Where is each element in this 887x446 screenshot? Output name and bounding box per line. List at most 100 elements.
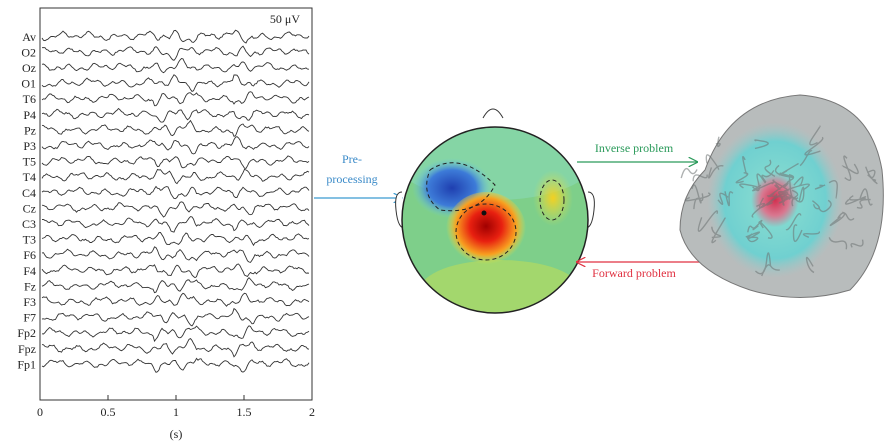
- gyrus: [856, 198, 871, 209]
- channel-label: F7: [23, 311, 36, 325]
- gyrus: [751, 181, 775, 192]
- x-tick-label: 1: [173, 405, 179, 419]
- gyrus: [844, 196, 867, 205]
- eeg-trace: [41, 91, 310, 107]
- eeg-traces: AvO2OzO1T6P4PzP3T5T4C4CzC3T3F6F4FzF3F7Fp…: [17, 29, 310, 373]
- scale-label: 50 μV: [270, 12, 300, 26]
- gyrus: [785, 213, 802, 231]
- gyrus: [747, 225, 759, 233]
- eeg-trace: [41, 338, 310, 358]
- gyrus: [781, 183, 810, 196]
- channel-label: T4: [23, 170, 36, 184]
- gyrus: [754, 252, 772, 275]
- channel-label: T3: [23, 233, 36, 247]
- gyrus: [764, 159, 776, 178]
- gyrus: [705, 154, 720, 171]
- gyrus: [811, 200, 821, 210]
- gyrus: [715, 136, 721, 148]
- eeg-trace: [41, 155, 310, 169]
- channel-label: Av: [22, 30, 36, 44]
- gyrus: [774, 164, 794, 179]
- brain: [679, 94, 884, 298]
- gyrus: [680, 167, 698, 179]
- gyrus: [711, 217, 726, 244]
- x-unit: (s): [170, 427, 183, 441]
- gyrus: [859, 188, 873, 206]
- channel-label: Fp1: [17, 357, 36, 371]
- gyrus: [791, 189, 799, 207]
- x-tick-label: 0.5: [101, 405, 116, 419]
- gyrus: [724, 191, 734, 207]
- eeg-trace: [41, 119, 310, 137]
- channel-label: Oz: [22, 61, 36, 75]
- channel-label: T5: [23, 155, 36, 169]
- gyrus: [776, 193, 790, 200]
- gyrus: [792, 224, 803, 242]
- gyrus: [735, 172, 749, 184]
- eeg-trace: [41, 107, 310, 123]
- gyrus: [752, 173, 767, 192]
- gyrus: [745, 231, 761, 240]
- eeg-trace: [41, 325, 310, 343]
- gyrus: [799, 149, 813, 167]
- gyrus: [802, 231, 821, 238]
- channel-label: F6: [23, 248, 36, 262]
- gyrus: [850, 239, 864, 248]
- gyrus: [841, 163, 859, 175]
- eeg-trace: [41, 263, 310, 279]
- gyrus: [865, 166, 876, 179]
- eeg-trace: [41, 57, 310, 74]
- gyrus: [795, 186, 805, 203]
- eeg-trace: [41, 246, 310, 263]
- channel-label: T6: [23, 92, 36, 106]
- channel-label: Fpz: [18, 342, 36, 356]
- x-tick-label: 2: [309, 405, 315, 419]
- eeg-trace: [41, 307, 310, 327]
- topomap: [395, 108, 595, 314]
- gyrus: [759, 193, 778, 209]
- gyrus: [805, 256, 815, 274]
- gyrus: [746, 236, 759, 243]
- gyrus: [759, 221, 773, 239]
- eeg-trace: [41, 277, 310, 294]
- gyrus: [717, 192, 729, 206]
- gyrus: [804, 136, 824, 156]
- eeg-trace: [41, 136, 310, 155]
- gyrus: [691, 184, 702, 204]
- eeg-trace: [41, 185, 310, 200]
- gyrus: [692, 174, 708, 182]
- eeg-trace: [41, 201, 310, 218]
- gyrus: [697, 210, 719, 232]
- channel-label: O1: [21, 77, 36, 91]
- channel-label: Fp2: [17, 326, 36, 340]
- gyrus: [739, 183, 758, 189]
- gyrus: [814, 184, 826, 190]
- gyrus: [772, 179, 789, 192]
- eeg-trace: [41, 232, 310, 247]
- gyrus: [778, 196, 797, 204]
- eeg-trace: [41, 357, 310, 373]
- eeg-trace: [41, 29, 310, 44]
- gyrus: [837, 212, 855, 221]
- gyrus: [754, 139, 769, 150]
- gyrus: [818, 199, 832, 213]
- gyrus: [708, 165, 724, 179]
- eeg-trace: [41, 45, 310, 61]
- x-tick-label: 0: [37, 405, 43, 419]
- channel-label: Cz: [23, 201, 36, 215]
- gyrus: [779, 191, 791, 206]
- label: Inverse problem: [595, 141, 674, 155]
- gyrus: [774, 183, 781, 190]
- gyrus: [768, 182, 789, 198]
- channel-label: O2: [21, 45, 36, 59]
- eeg-trace: [42, 216, 310, 233]
- eeg-trace: [41, 74, 310, 92]
- gyrus: [867, 174, 878, 185]
- label: processing: [326, 172, 377, 186]
- gyrus: [711, 226, 722, 239]
- gyrus: [828, 180, 838, 200]
- label: Pre-: [342, 152, 362, 166]
- eeg-trace: [41, 292, 310, 307]
- channel-label: C4: [22, 186, 36, 200]
